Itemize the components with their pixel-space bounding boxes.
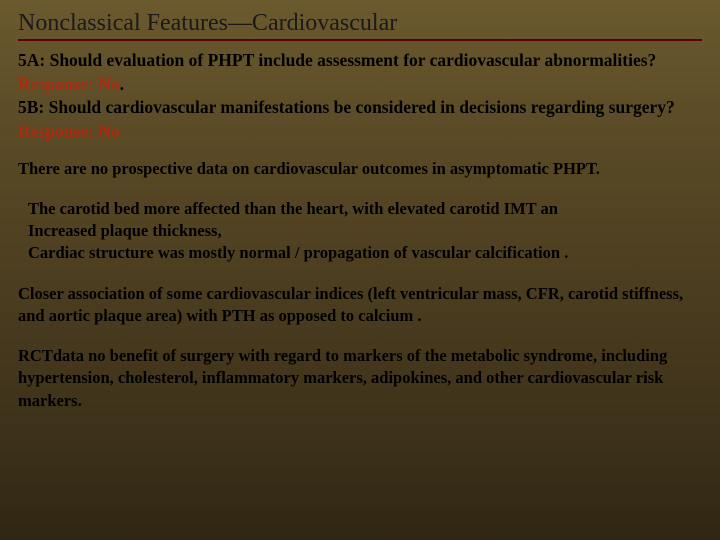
- q5b-response: Response: No: [18, 121, 120, 141]
- para-3: Closer association of some cardiovascula…: [18, 283, 702, 328]
- para-2: The carotid bed more affected than the h…: [28, 198, 702, 265]
- q5a-text: 5A: Should evaluation of PHPT include as…: [18, 50, 656, 70]
- para-2-line-3: Cardiac structure was mostly normal / pr…: [28, 243, 568, 262]
- q5a-response: Response: No: [18, 74, 120, 94]
- para-1: There are no prospective data on cardiov…: [18, 158, 702, 180]
- qa-block: 5A: Should evaluation of PHPT include as…: [18, 49, 702, 144]
- para-2-line-2: Increased plaque thickness,: [28, 221, 222, 240]
- q5a-period: .: [120, 74, 124, 94]
- slide-content: Nonclassical Features—Cardiovascular 5A:…: [0, 0, 720, 540]
- slide-title: Nonclassical Features—Cardiovascular: [18, 10, 702, 41]
- q5b-text: 5B: Should cardiovascular manifestations…: [18, 97, 675, 117]
- para-2-line-1: The carotid bed more affected than the h…: [28, 199, 558, 218]
- para-4: RCTdata no benefit of surgery with regar…: [18, 345, 702, 412]
